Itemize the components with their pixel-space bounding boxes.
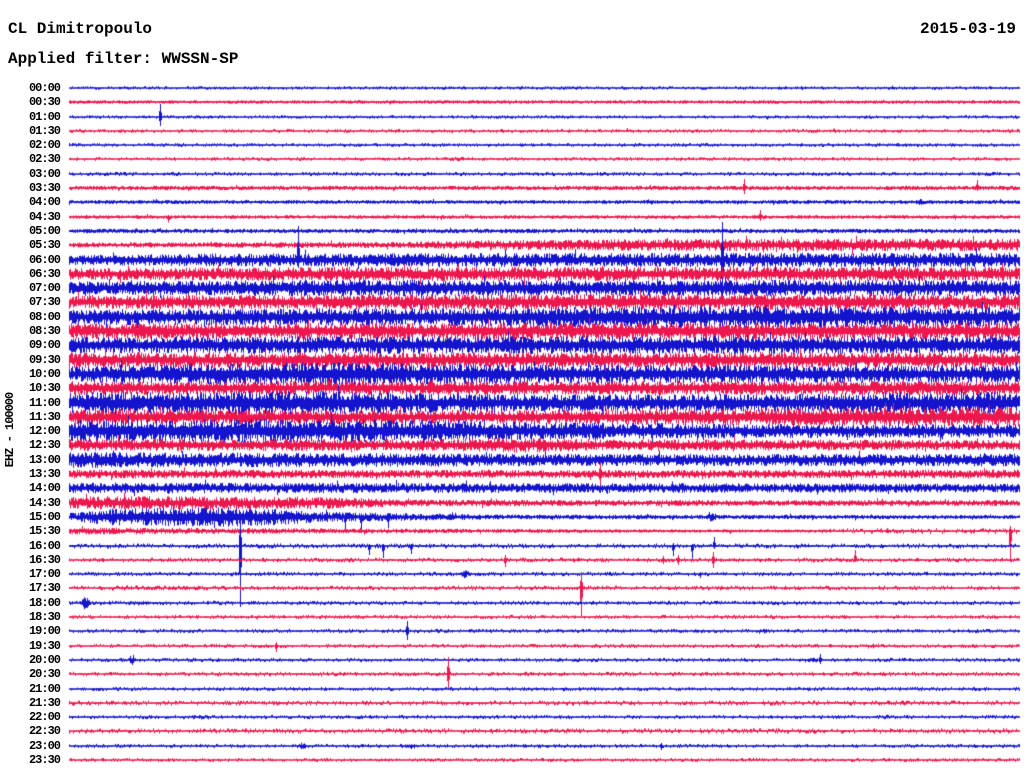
row-time-label: 23:00 bbox=[28, 739, 61, 753]
row-time-label: 05:30 bbox=[28, 238, 61, 252]
row-time-label: 17:30 bbox=[28, 581, 61, 595]
row-time-label: 21:30 bbox=[28, 696, 61, 710]
row-time-label: 04:00 bbox=[28, 195, 61, 209]
row-time-label: 03:30 bbox=[28, 181, 61, 195]
row-time-label: 12:30 bbox=[28, 438, 61, 452]
row-time-label: 10:30 bbox=[28, 381, 61, 395]
row-time-label: 09:30 bbox=[28, 353, 61, 367]
row-time-label: 16:00 bbox=[28, 539, 61, 553]
row-time-label: 21:00 bbox=[28, 682, 61, 696]
row-time-label: 00:00 bbox=[28, 81, 61, 95]
row-time-label: 20:00 bbox=[28, 653, 61, 667]
row-time-label: 02:00 bbox=[28, 138, 61, 152]
row-time-label: 18:30 bbox=[28, 610, 61, 624]
row-time-label: 11:30 bbox=[28, 410, 61, 424]
row-time-label: 17:00 bbox=[28, 567, 61, 581]
row-time-label: 15:00 bbox=[28, 510, 61, 524]
row-time-label: 20:30 bbox=[28, 667, 61, 681]
row-time-label: 16:30 bbox=[28, 553, 61, 567]
row-time-label: 22:30 bbox=[28, 724, 61, 738]
row-time-label: 18:00 bbox=[28, 596, 61, 610]
row-time-label: 15:30 bbox=[28, 524, 61, 538]
row-time-label: 11:00 bbox=[28, 396, 61, 410]
row-time-label: 07:30 bbox=[28, 295, 61, 309]
row-time-label: 14:30 bbox=[28, 496, 61, 510]
row-time-label: 02:30 bbox=[28, 152, 61, 166]
row-time-label: 00:30 bbox=[28, 95, 61, 109]
row-time-label: 19:00 bbox=[28, 624, 61, 638]
row-time-label: 08:00 bbox=[28, 310, 61, 324]
row-time-label: 19:30 bbox=[28, 639, 61, 653]
row-time-label: 06:30 bbox=[28, 267, 61, 281]
row-time-label: 23:30 bbox=[28, 753, 61, 767]
row-time-label: 10:00 bbox=[28, 367, 61, 381]
row-time-label: 01:00 bbox=[28, 110, 61, 124]
row-time-label: 12:00 bbox=[28, 424, 61, 438]
row-time-label: 03:00 bbox=[28, 167, 61, 181]
row-labels: 00:00 00:30 01:00 01:30 02:00 02:30 03:00 03:30… bbox=[0, 0, 62, 780]
row-time-label: 09:00 bbox=[28, 338, 61, 352]
row-time-label: 14:00 bbox=[28, 481, 61, 495]
row-time-label: 13:00 bbox=[28, 453, 61, 467]
row-time-label: 04:30 bbox=[28, 210, 61, 224]
row-time-label: 13:30 bbox=[28, 467, 61, 481]
row-time-label: 01:30 bbox=[28, 124, 61, 138]
row-time-label: 06:00 bbox=[28, 253, 61, 267]
row-time-label: 08:30 bbox=[28, 324, 61, 338]
row-time-label: 22:00 bbox=[28, 710, 61, 724]
row-time-label: 07:00 bbox=[28, 281, 61, 295]
row-time-label: 05:00 bbox=[28, 224, 61, 238]
